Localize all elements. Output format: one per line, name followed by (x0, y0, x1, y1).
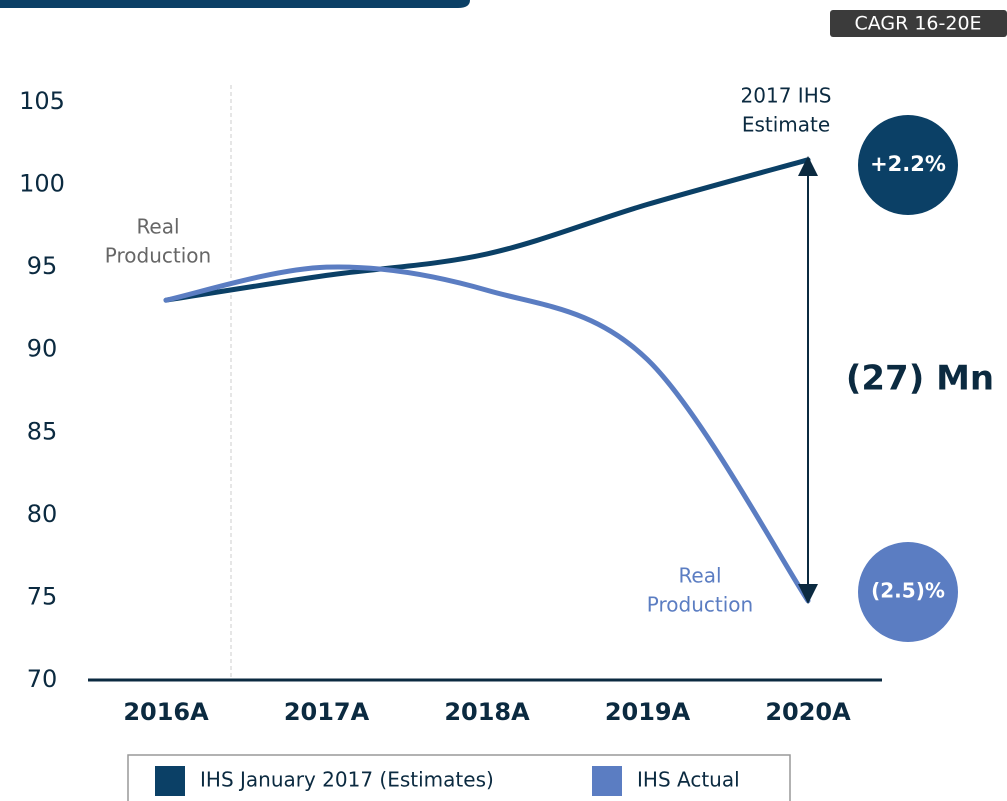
badge: CAGR 16-20E (854, 13, 981, 35)
cagr-circle (858, 115, 958, 215)
annotation: Production (647, 593, 753, 617)
annotation: Production (105, 244, 211, 268)
series-line (163, 157, 811, 303)
gap-label: (27) Mn (846, 359, 994, 399)
annotation: Real (136, 215, 179, 239)
x-tick-label: 2016A (123, 698, 209, 726)
y-tick-label: 95 (27, 252, 58, 280)
cagr-actual: (2.5)% (871, 579, 945, 603)
x-tick-label: 2020A (765, 698, 851, 726)
legend-label: IHS Actual (637, 768, 740, 792)
cagr-circle (858, 542, 958, 642)
header-bar (0, 0, 470, 8)
series-line (163, 264, 811, 604)
y-tick-label: 85 (27, 417, 58, 445)
legend-box (127, 754, 791, 801)
y-tick-label: 105 (19, 87, 65, 115)
y-tick-label: 90 (27, 335, 58, 363)
y-tick-label: 100 (19, 170, 65, 198)
annotation: 2017 IHS (741, 84, 832, 108)
x-tick-label: 2019A (605, 698, 691, 726)
legend-swatch (155, 766, 185, 796)
x-tick-label: 2018A (444, 698, 530, 726)
y-tick-label: 80 (27, 500, 58, 528)
badge-box (830, 10, 1007, 37)
y-tick-label: 70 (27, 665, 58, 693)
x-tick-label: 2017A (284, 698, 370, 726)
annotation: Real (678, 564, 721, 588)
y-tick-label: 75 (27, 582, 58, 610)
cagr-estimate: +2.2% (870, 152, 946, 176)
annotation: Estimate (742, 113, 830, 137)
legend-swatch (592, 766, 622, 796)
legend-label: IHS January 2017 (Estimates) (200, 768, 494, 792)
